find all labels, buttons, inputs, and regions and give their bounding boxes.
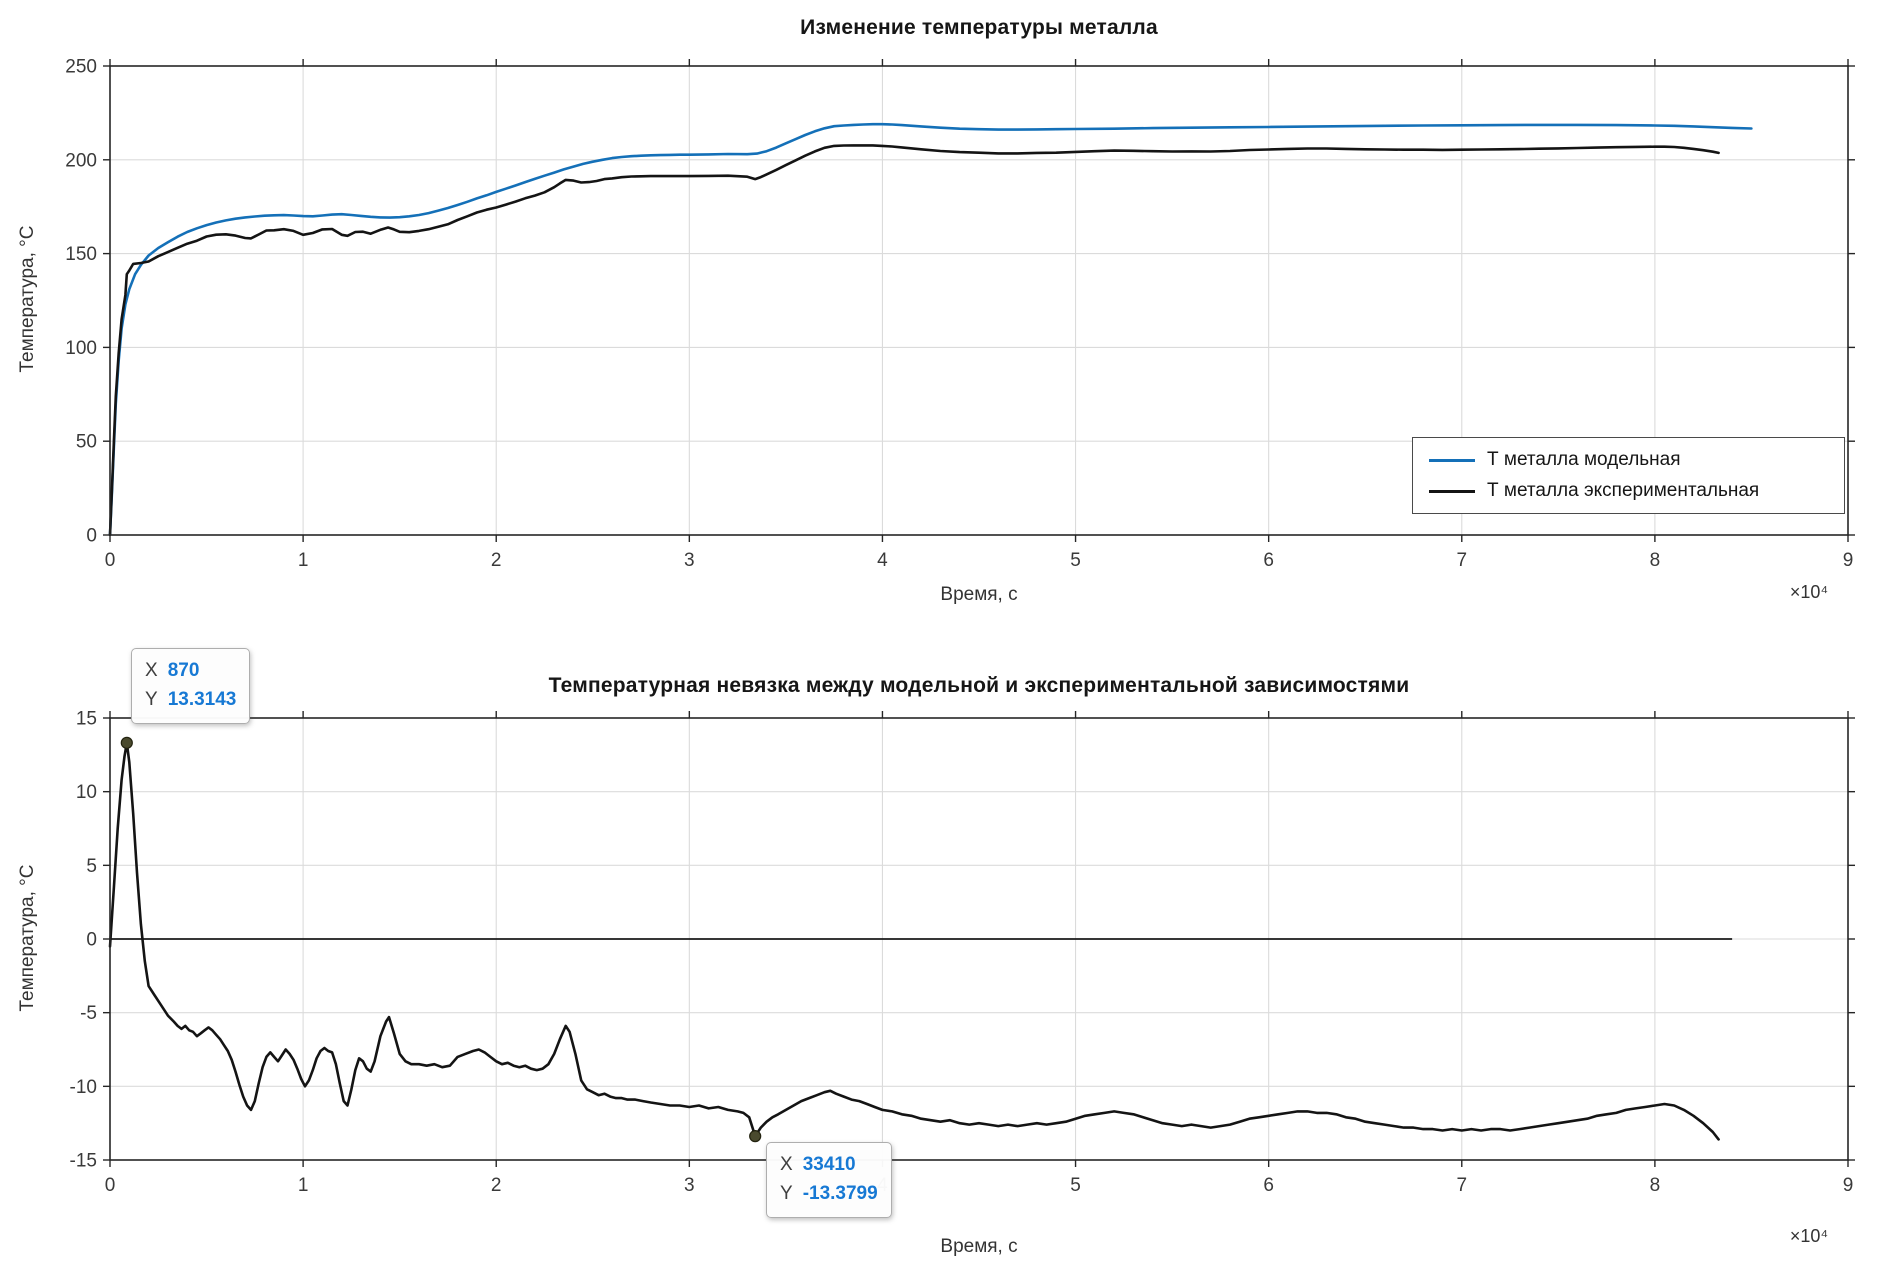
svg-text:0: 0 xyxy=(105,1175,116,1196)
datatip-y-value: -13.3799 xyxy=(802,1183,878,1205)
datatip-y-value: 13.3143 xyxy=(167,689,237,711)
svg-text:6: 6 xyxy=(1263,550,1274,571)
svg-text:15: 15 xyxy=(76,709,97,730)
svg-text:0: 0 xyxy=(86,930,97,951)
datatip-x-row: X 870 xyxy=(145,656,236,685)
top-chart-x-axis-label: Время, с xyxy=(940,584,1018,605)
svg-text:-10: -10 xyxy=(70,1077,97,1098)
bottom-chart-x-axis-label: Время, с xyxy=(940,1236,1018,1257)
svg-text:3: 3 xyxy=(684,1175,695,1196)
svg-text:-15: -15 xyxy=(70,1151,97,1172)
svg-text:7: 7 xyxy=(1456,1175,1467,1196)
datatip-x-row: X 33410 xyxy=(780,1150,878,1179)
datatip-y-key: Y xyxy=(145,689,158,711)
bottom-chart-x-exponent-label: ×10⁴ xyxy=(1789,1226,1829,1246)
legend-label-experimental: Т металла экспериментальная xyxy=(1487,480,1760,501)
datatip-x-value: 870 xyxy=(167,660,200,681)
svg-text:8: 8 xyxy=(1650,550,1661,571)
datatip-y-key: Y xyxy=(780,1183,793,1205)
datatip-y-row: Y -13.3799 xyxy=(780,1179,878,1208)
svg-text:9: 9 xyxy=(1843,550,1854,571)
datatip-x-value: 33410 xyxy=(802,1154,856,1175)
svg-text:10: 10 xyxy=(76,782,97,803)
datatip-y-row: Y 13.3143 xyxy=(145,685,236,714)
svg-text:250: 250 xyxy=(65,57,97,78)
svg-text:150: 150 xyxy=(65,244,97,265)
svg-text:2: 2 xyxy=(491,550,502,571)
datatip-x-key: X xyxy=(780,1154,793,1175)
legend-line-sample-model xyxy=(1429,458,1475,462)
svg-text:5: 5 xyxy=(1070,1175,1081,1196)
bottom-chart-title: Температурная невязка между модельной и … xyxy=(548,674,1410,697)
svg-text:1: 1 xyxy=(298,550,309,571)
svg-text:0: 0 xyxy=(86,526,97,547)
top-chart-x-exponent-label: ×10⁴ xyxy=(1789,582,1829,602)
svg-text:2: 2 xyxy=(491,1175,502,1196)
svg-text:8: 8 xyxy=(1650,1175,1661,1196)
svg-text:3: 3 xyxy=(684,550,695,571)
svg-text:4: 4 xyxy=(877,550,888,571)
svg-text:9: 9 xyxy=(1843,1175,1854,1196)
svg-text:-5: -5 xyxy=(80,1003,97,1024)
svg-text:7: 7 xyxy=(1456,550,1467,571)
datatip-max-residual[interactable]: X 870 Y 13.3143 xyxy=(131,648,251,724)
svg-text:0: 0 xyxy=(105,550,116,571)
legend-label-model: Т металла модельная xyxy=(1487,449,1681,470)
svg-text:200: 200 xyxy=(65,150,97,171)
svg-text:5: 5 xyxy=(1070,550,1081,571)
legend-item-model: Т металла модельная xyxy=(1429,449,1844,471)
svg-text:5: 5 xyxy=(86,856,97,877)
bottom-chart-y-axis-label: Температура, °C xyxy=(17,864,38,1012)
svg-text:100: 100 xyxy=(65,338,97,359)
svg-text:1: 1 xyxy=(298,1175,309,1196)
legend[interactable]: Т металла модельная Т металла эксперимен… xyxy=(1412,437,1845,514)
svg-text:50: 50 xyxy=(76,432,97,453)
legend-line-sample-experimental xyxy=(1429,489,1475,493)
datatip-min-residual[interactable]: X 33410 Y -13.3799 xyxy=(766,1142,892,1218)
datatip-x-key: X xyxy=(145,660,158,681)
top-chart-y-axis-label: Температура, °C xyxy=(17,225,38,373)
legend-item-experimental: Т металла экспериментальная xyxy=(1429,480,1844,502)
svg-text:6: 6 xyxy=(1263,1175,1274,1196)
top-chart-title: Изменение температуры металла xyxy=(800,16,1158,39)
